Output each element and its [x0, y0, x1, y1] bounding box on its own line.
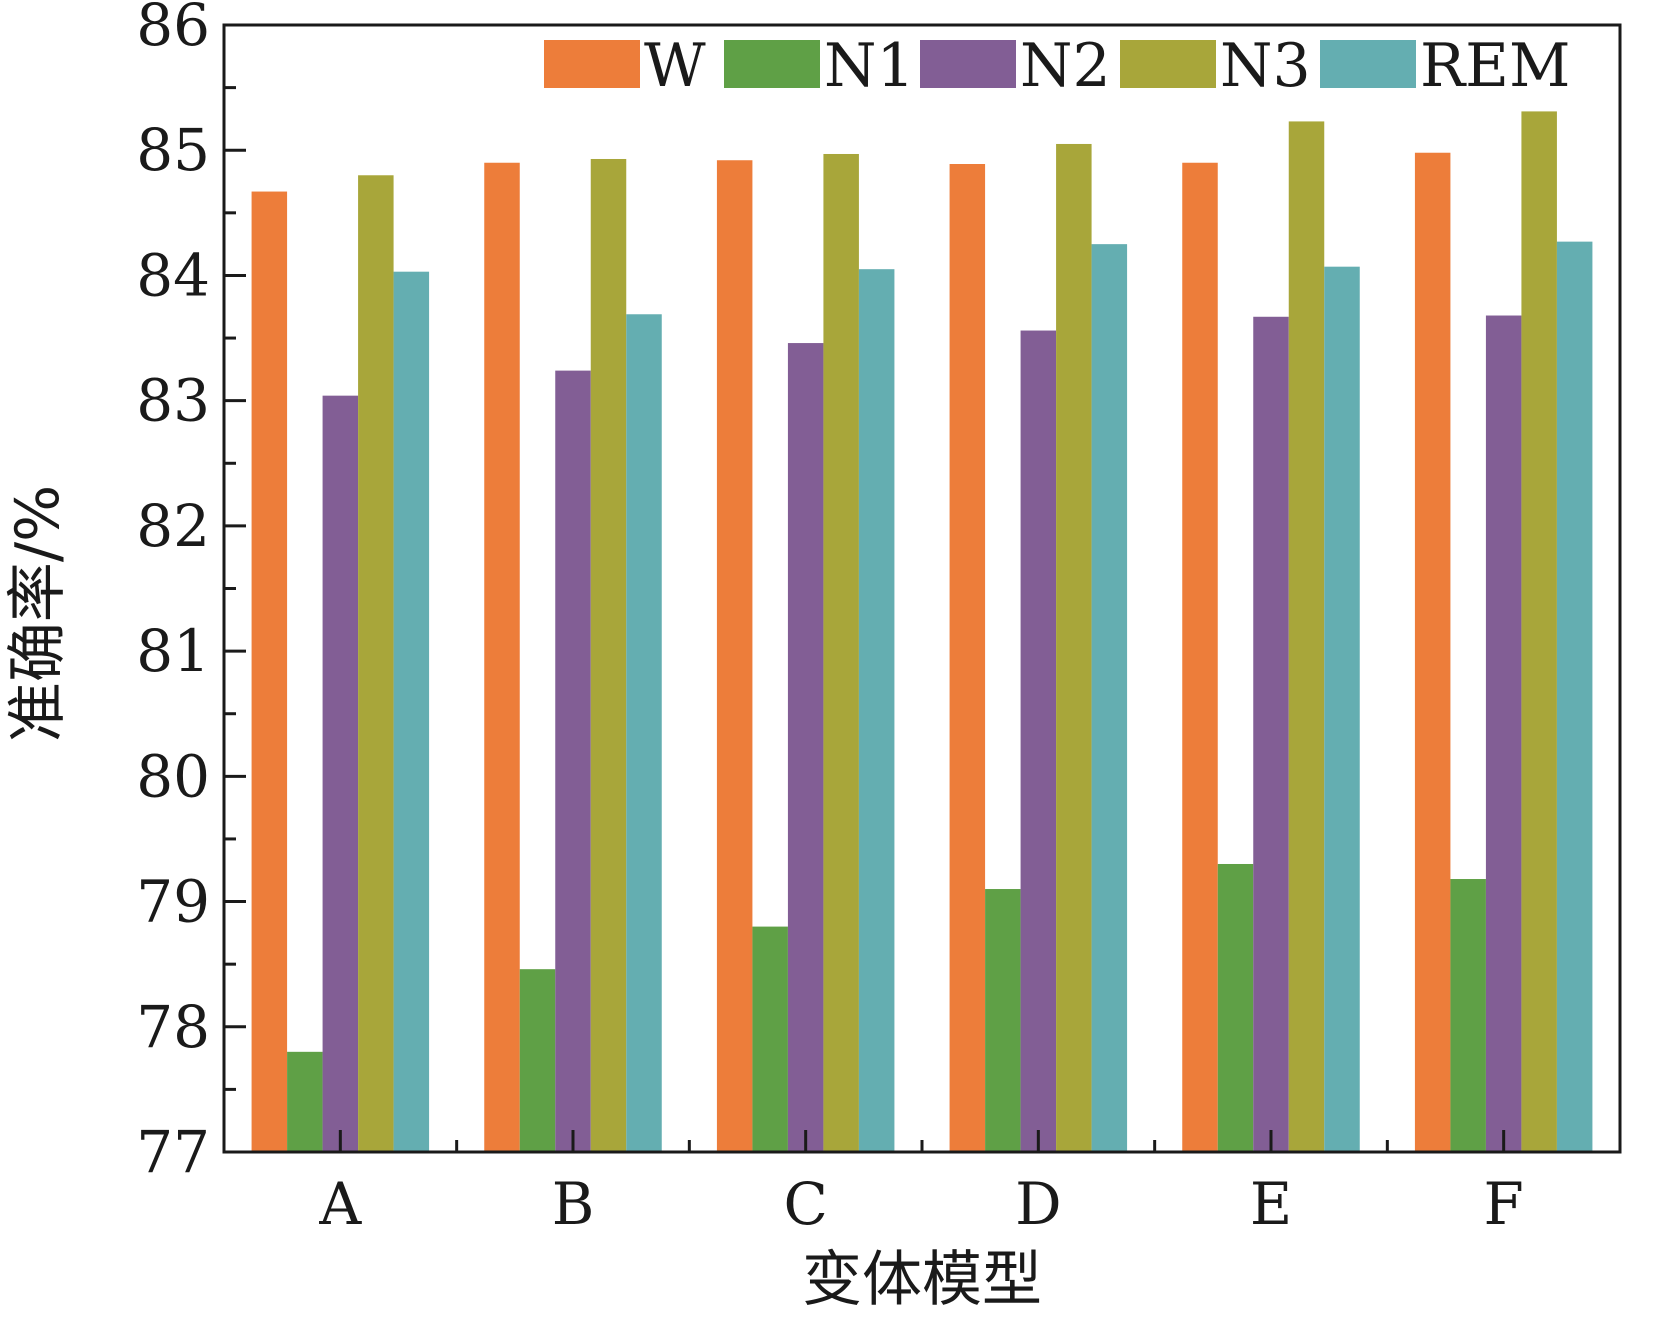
bar-n1-c — [752, 926, 788, 1152]
bar-n2-c — [787, 343, 824, 1152]
y-axis-title: 准确率/% — [3, 485, 73, 742]
bar-w-f — [1414, 152, 1451, 1153]
bar-n2-a — [322, 395, 359, 1152]
bar-n3-c — [823, 153, 859, 1153]
y-tick-label: 79 — [136, 868, 210, 936]
bar-rem-b — [626, 314, 662, 1152]
y-tick-label: 85 — [136, 116, 210, 184]
bar-rem-e — [1324, 266, 1360, 1152]
legend-label-rem: REM — [1420, 31, 1570, 101]
y-tick-label: 86 — [136, 0, 210, 59]
bar-n1-a — [287, 1051, 323, 1152]
bar-n1-b — [519, 969, 556, 1152]
bar-n1-f — [1450, 879, 1486, 1152]
bar-w-b — [484, 162, 520, 1153]
legend-swatch-n1 — [724, 40, 820, 88]
bar-n2-e — [1253, 316, 1289, 1152]
bar-n3-b — [590, 158, 627, 1153]
x-tick-label-a: A — [318, 1170, 362, 1238]
y-tick-label: 78 — [136, 993, 210, 1061]
y-tick-label: 82 — [136, 492, 210, 560]
bars-layer — [251, 111, 1593, 1153]
x-tick-label-c: C — [783, 1170, 827, 1238]
bar-n3-f — [1521, 111, 1557, 1152]
bar-w-a — [251, 191, 288, 1153]
bar-n2-d — [1020, 330, 1057, 1152]
bar-n3-d — [1056, 143, 1092, 1152]
legend-swatch-n3 — [1120, 40, 1216, 88]
bar-rem-a — [393, 271, 430, 1152]
axes-layer: 77 78 79 80 81 82 83 84 85 86 A B C D E F — [136, 0, 1622, 1238]
x-tick-label-e: E — [1250, 1170, 1292, 1238]
bar-w-c — [716, 160, 753, 1153]
legend-swatch-w — [544, 40, 640, 88]
bar-n1-e — [1217, 863, 1254, 1152]
plot-frame — [222, 23, 1622, 1154]
y-tick-label: 77 — [136, 1118, 210, 1186]
legend-label-n2: N2 — [1020, 31, 1111, 101]
bar-w-d — [949, 164, 986, 1152]
bar-n2-f — [1485, 315, 1522, 1152]
x-tick-label-b: B — [552, 1170, 595, 1238]
y-tick-label: 84 — [136, 241, 210, 309]
legend-label-w: W — [644, 31, 706, 101]
bar-n3-e — [1288, 121, 1325, 1152]
legend: W N1 N2 N3 REM — [544, 31, 1570, 101]
y-tick-label: 80 — [136, 742, 210, 810]
legend-swatch-n2 — [920, 40, 1016, 88]
x-axis-title: 变体模型 — [802, 1245, 1042, 1315]
bar-w-e — [1182, 162, 1218, 1153]
x-tick-label-f: F — [1484, 1170, 1524, 1238]
bar-n3-a — [358, 175, 394, 1152]
bar-rem-d — [1091, 244, 1128, 1152]
x-tick-label-d: D — [1015, 1170, 1062, 1238]
y-tick-label: 83 — [136, 367, 210, 435]
bar-n1-d — [985, 889, 1021, 1152]
y-tick-label: 81 — [136, 617, 210, 685]
bar-n2-b — [555, 370, 591, 1152]
legend-label-n3: N3 — [1220, 31, 1311, 101]
legend-swatch-rem — [1320, 40, 1416, 88]
legend-label-n1: N1 — [824, 31, 915, 101]
bar-rem-f — [1556, 241, 1593, 1152]
bar-rem-c — [858, 269, 895, 1152]
